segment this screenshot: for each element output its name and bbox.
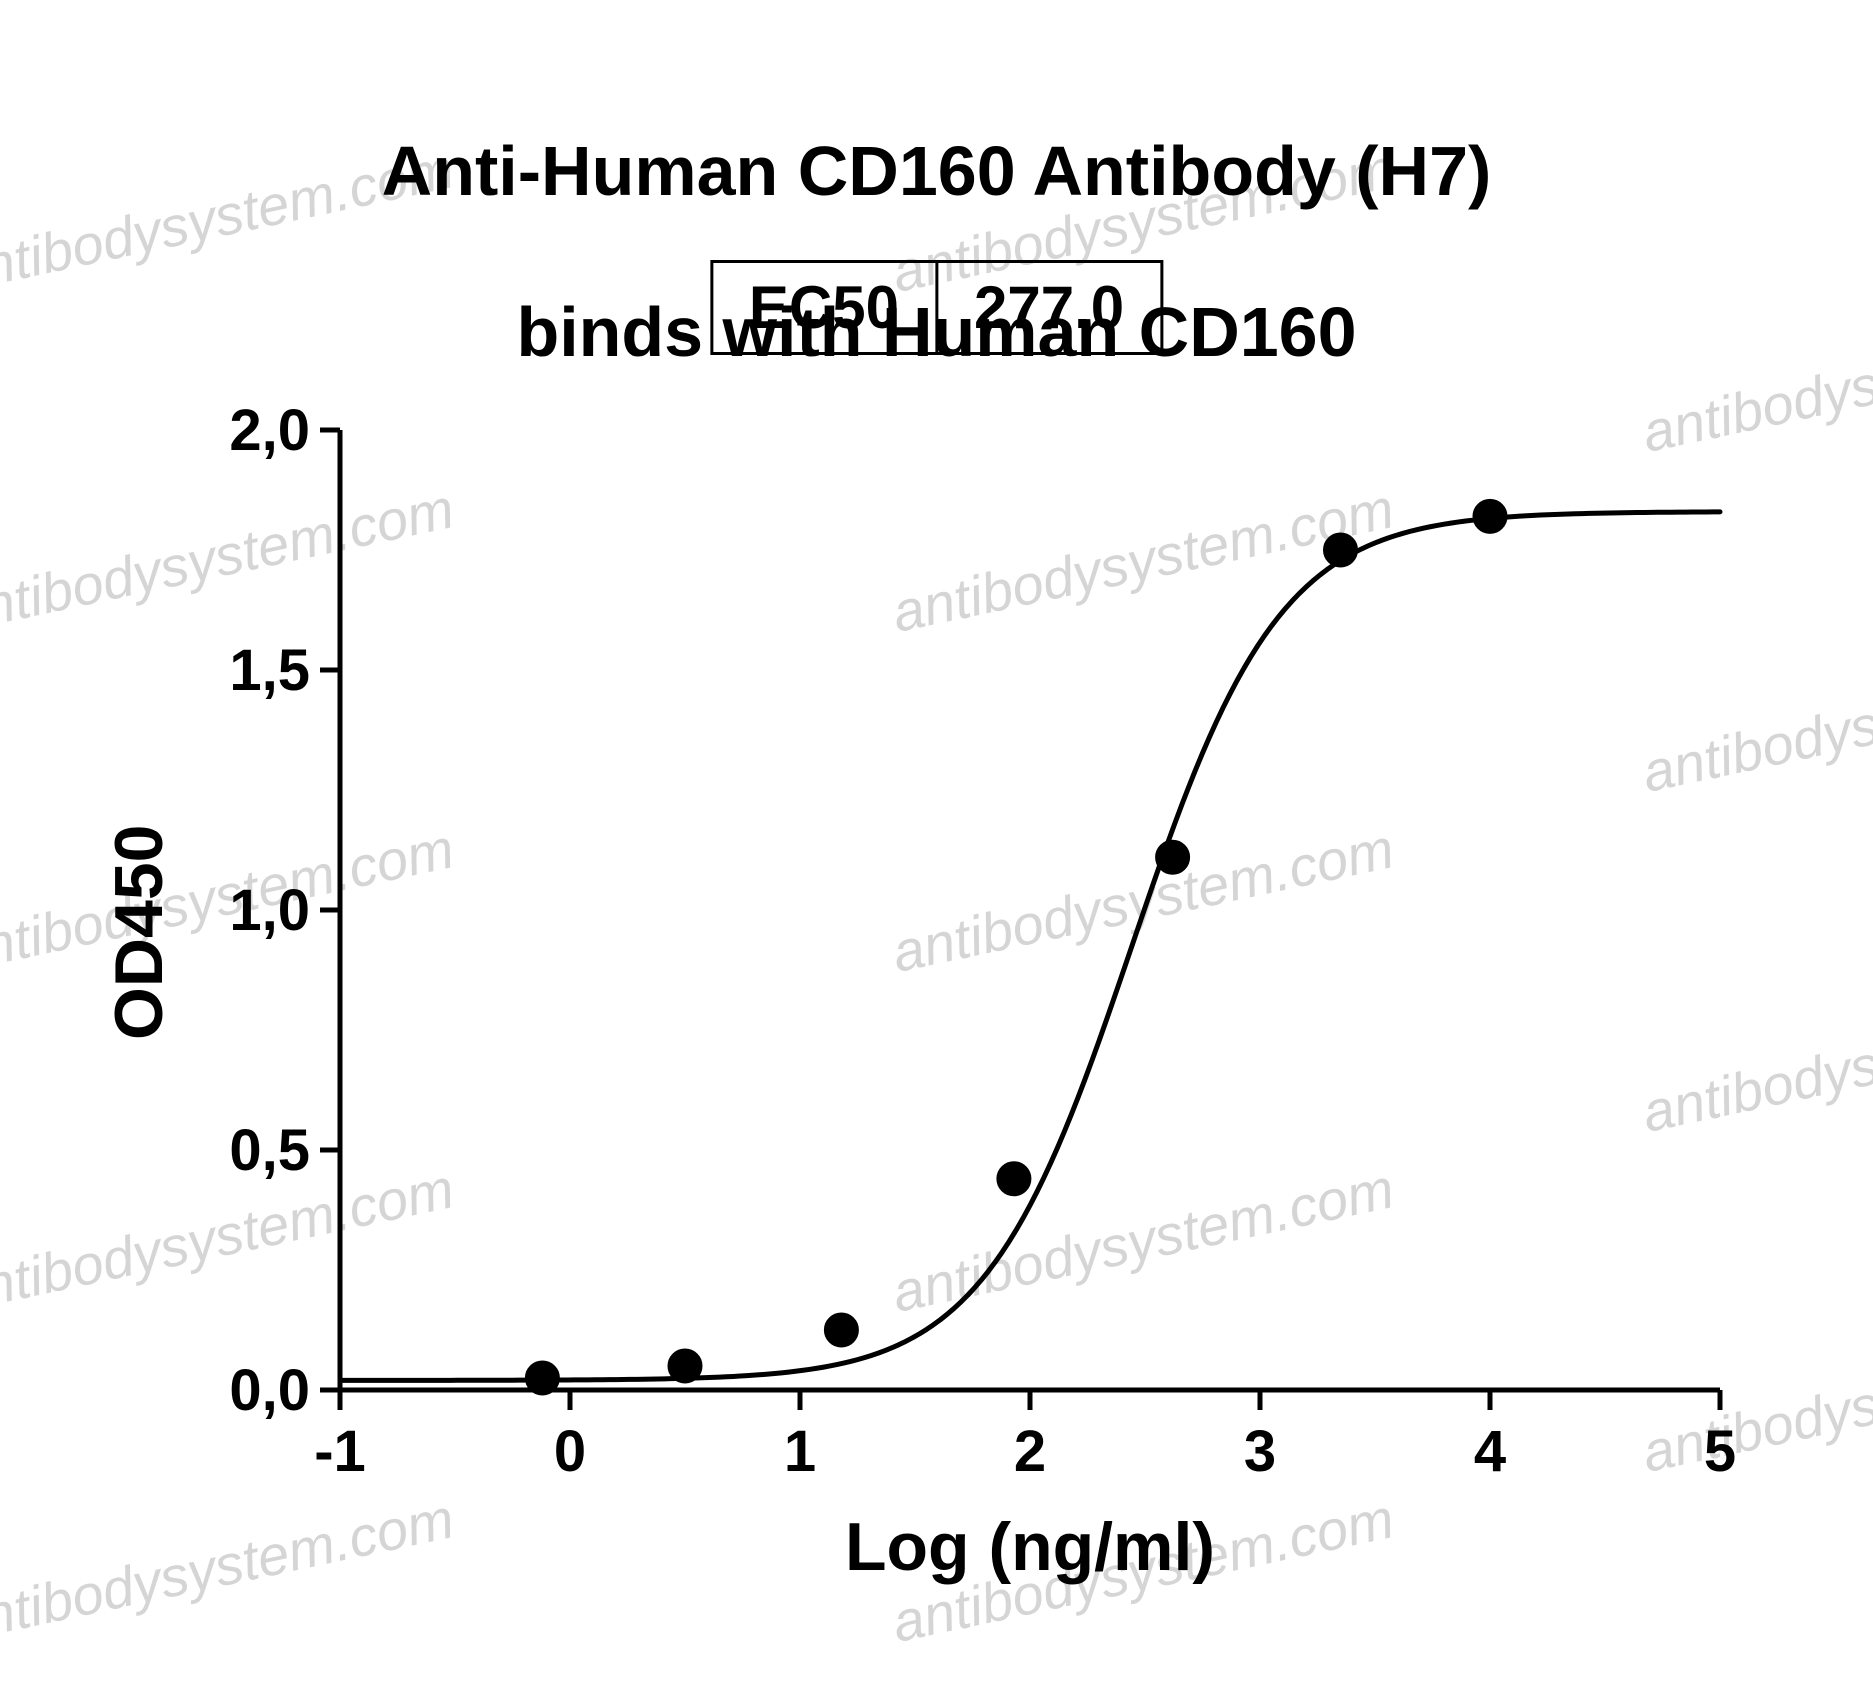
x-axis-label: Log (ng/ml) bbox=[340, 1508, 1720, 1586]
x-tick-label: 4 bbox=[1440, 1418, 1540, 1485]
y-tick-label: 1,5 bbox=[170, 637, 310, 704]
x-tick-label: 2 bbox=[980, 1418, 1080, 1485]
plot-area bbox=[340, 430, 1720, 1390]
x-tick-label: 1 bbox=[750, 1418, 850, 1485]
y-tick-label: 0,0 bbox=[170, 1357, 310, 1424]
x-tick-label: -1 bbox=[290, 1418, 390, 1485]
x-tick-label: 3 bbox=[1210, 1418, 1310, 1485]
ec50-box: EC50 277.0 bbox=[710, 260, 1163, 355]
x-tick-label: 5 bbox=[1670, 1418, 1770, 1485]
y-tick-label: 0,5 bbox=[170, 1117, 310, 1184]
plot-svg bbox=[280, 370, 1780, 1450]
y-axis-label: OD450 bbox=[100, 825, 178, 1040]
chart-title-line1: Anti-Human CD160 Antibody (H7) bbox=[382, 132, 1492, 210]
x-tick-label: 0 bbox=[520, 1418, 620, 1485]
ec50-label: EC50 bbox=[713, 263, 938, 352]
ec50-value: 277.0 bbox=[938, 263, 1160, 352]
y-tick-label: 2,0 bbox=[170, 397, 310, 464]
y-tick-label: 1,0 bbox=[170, 877, 310, 944]
